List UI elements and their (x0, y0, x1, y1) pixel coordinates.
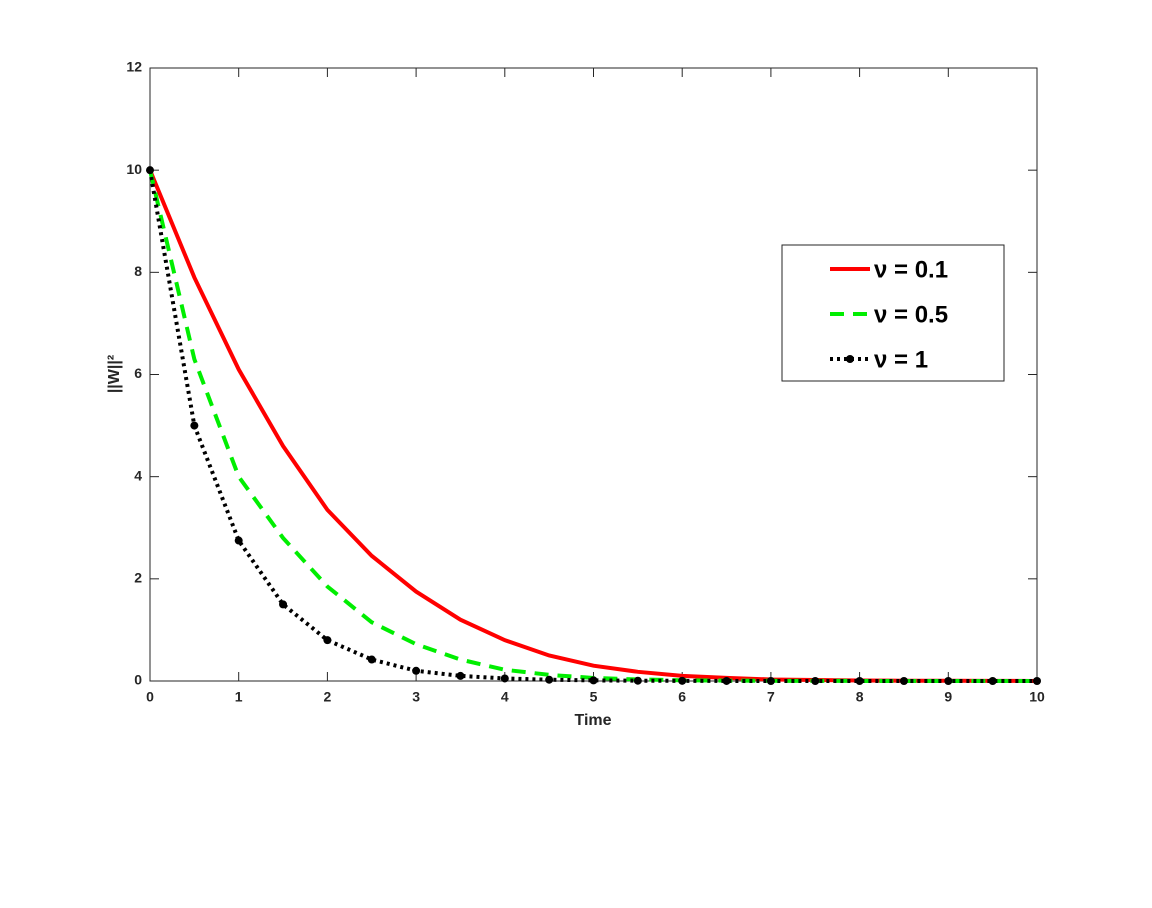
y-tick-label: 12 (126, 59, 142, 75)
x-tick-label: 1 (235, 689, 243, 705)
y-tick-label: 0 (134, 672, 142, 688)
x-tick-label: 9 (944, 689, 952, 705)
marker (545, 675, 554, 684)
marker (456, 671, 465, 680)
marker (633, 676, 642, 685)
x-tick-label: 5 (590, 689, 598, 705)
x-tick-label: 2 (324, 689, 332, 705)
marker (944, 677, 953, 685)
marker (323, 636, 332, 645)
marker (367, 655, 376, 664)
legend-marker (846, 355, 854, 363)
x-tick-label: 8 (856, 689, 864, 705)
x-tick-label: 6 (678, 689, 686, 705)
marker (589, 676, 598, 685)
legend-box (781, 244, 1005, 382)
x-tick-label: 3 (412, 689, 420, 705)
marker (766, 677, 775, 685)
marker (988, 677, 997, 685)
marker (279, 600, 288, 609)
marker (811, 677, 820, 685)
marker (412, 666, 421, 675)
x-tick-label: 7 (767, 689, 775, 705)
marker (234, 536, 243, 545)
x-tick-label: 4 (501, 689, 509, 705)
y-tick-label: 2 (134, 570, 142, 586)
marker (190, 421, 199, 430)
y-tick-label: 8 (134, 263, 142, 279)
x-axis-label: Time (574, 712, 611, 729)
legend-label: ν = 0.1 (874, 256, 948, 283)
y-tick-label: 4 (134, 467, 142, 483)
marker (722, 676, 731, 685)
marker (855, 677, 864, 685)
marker (899, 677, 908, 685)
marker (678, 676, 687, 685)
legend-label: ν = 1 (874, 346, 928, 373)
legend-label: ν = 0.5 (874, 301, 948, 328)
marker (500, 674, 509, 683)
marker (1033, 677, 1041, 685)
x-tick-label: 0 (146, 689, 154, 705)
x-tick-label: 10 (1029, 689, 1045, 705)
y-axis-label: ||W||² (106, 355, 123, 393)
y-tick-label: 10 (126, 161, 142, 177)
marker (146, 166, 154, 175)
y-tick-label: 6 (134, 365, 142, 381)
